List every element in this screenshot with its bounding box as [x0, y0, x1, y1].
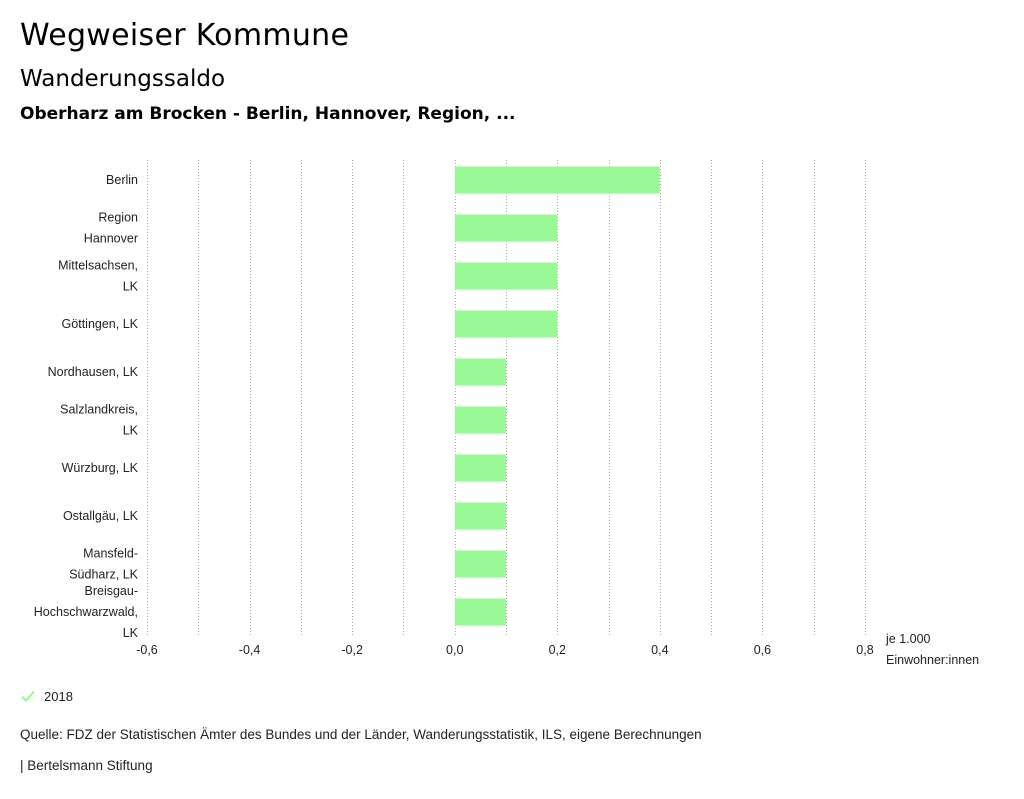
category-labels: Berlin Region Hannover Mittelsachsen, LK Gött…	[34, 173, 139, 640]
category-label: Berlin	[106, 173, 138, 187]
tick-label: -0,6	[136, 643, 158, 657]
unit-label-line: Einwohner:innen	[886, 653, 979, 667]
unit-label-line: je 1.000	[885, 632, 931, 646]
bar[interactable]	[454, 262, 558, 290]
tick-labels: -0,6 -0,4 -0,2 0,0 0,2 0,4 0,6 0,8	[136, 643, 874, 657]
tick-label: -0,4	[239, 643, 261, 657]
bar[interactable]	[454, 166, 660, 194]
category-label: Ostallgäu, LK	[63, 509, 139, 523]
bar[interactable]	[454, 550, 506, 578]
tick-label: 0,0	[446, 643, 463, 657]
page-title: Wegweiser Kommune	[20, 18, 350, 53]
tick-label: 0,6	[754, 643, 771, 657]
chart-subtitle: Wanderungssaldo	[20, 66, 226, 92]
bar[interactable]	[454, 406, 506, 434]
bar[interactable]	[454, 454, 506, 482]
tick-label: -0,2	[341, 643, 363, 657]
category-label: Mittelsachsen, LK	[58, 259, 139, 294]
check-icon	[21, 690, 35, 702]
grid-lines	[147, 160, 866, 636]
category-label: Breisgau-Hochschwarzwald, LK	[34, 584, 139, 640]
bar[interactable]	[454, 214, 558, 242]
bar[interactable]	[454, 598, 506, 626]
organization-credit: | Bertelsmann Stiftung	[20, 758, 153, 773]
bars	[454, 166, 660, 626]
category-label: Würzburg, LK	[62, 461, 139, 475]
source-note: Quelle: FDZ der Statistischen Ämter des …	[20, 727, 702, 742]
tick-label: 0,8	[856, 643, 873, 657]
unit-label: je 1.000 Einwohner:innen	[885, 632, 979, 667]
bar-chart: Berlin Region Hannover Mittelsachsen, LK Gött…	[34, 160, 979, 667]
region-heading: Oberharz am Brocken - Berlin, Hannover, …	[20, 104, 516, 124]
category-label: Nordhausen, LK	[48, 365, 139, 379]
tick-label: 0,2	[549, 643, 566, 657]
category-label: Mansfeld-Südharz, LK	[69, 547, 138, 582]
tick-label: 0,4	[651, 643, 668, 657]
legend-label: 2018	[44, 688, 73, 704]
bar[interactable]	[454, 502, 506, 530]
category-label: Region Hannover	[84, 211, 138, 246]
bar[interactable]	[454, 358, 506, 386]
legend[interactable]: 2018	[20, 688, 73, 704]
category-label: Salzlandkreis, LK	[60, 403, 138, 438]
category-label: Göttingen, LK	[62, 317, 139, 331]
bar[interactable]	[454, 310, 558, 338]
